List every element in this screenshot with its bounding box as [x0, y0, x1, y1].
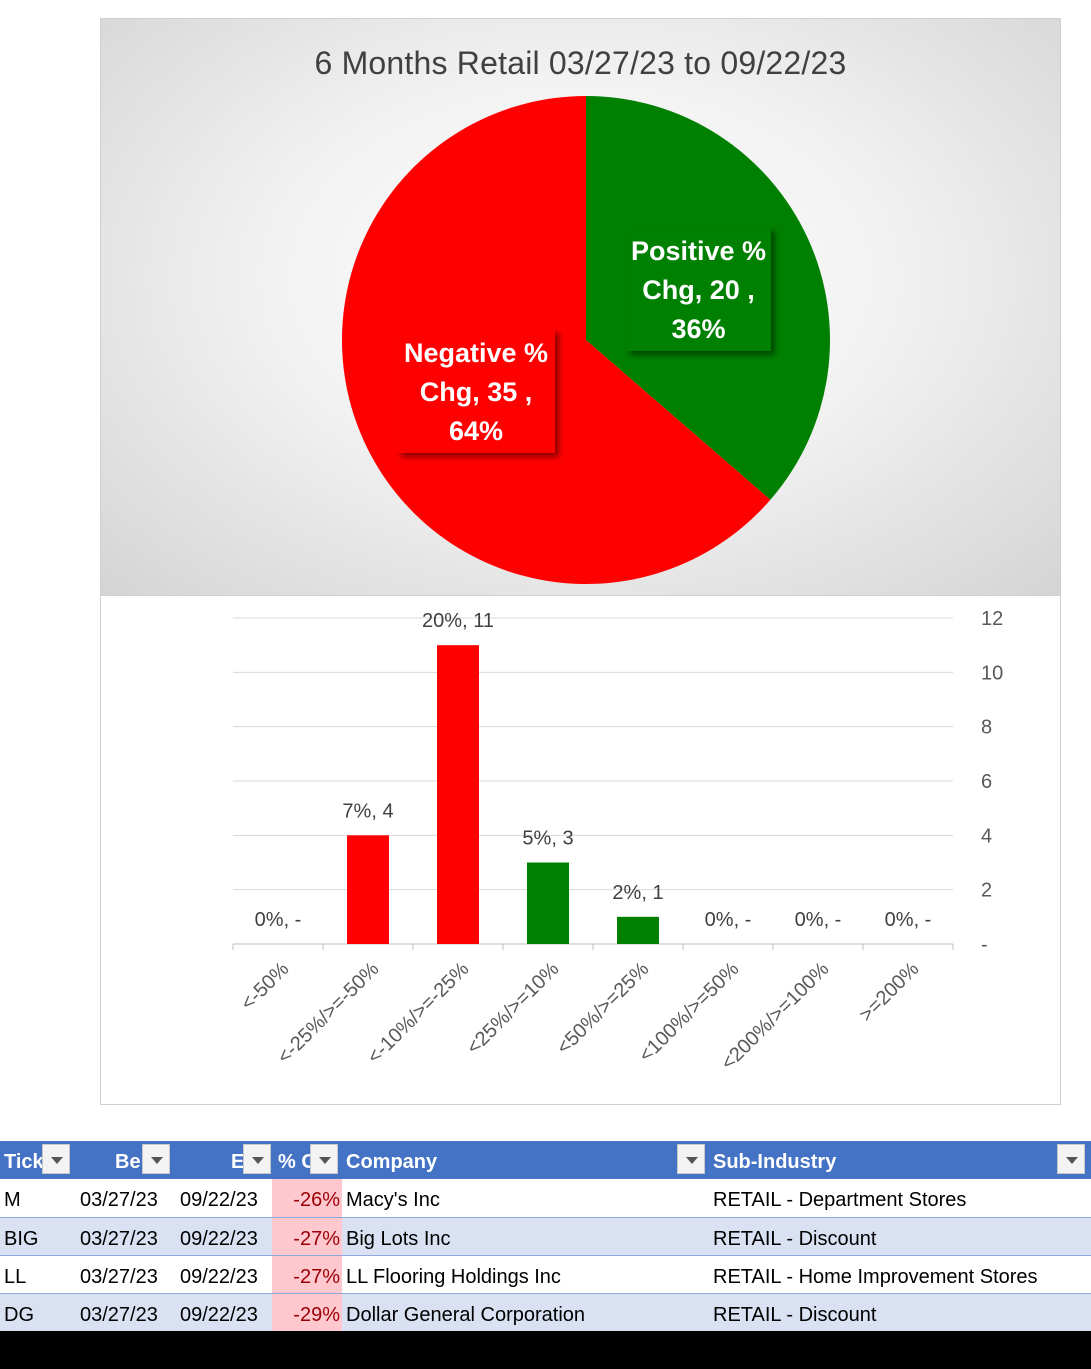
bar: [347, 835, 389, 944]
cell-sub-industry: RETAIL - Home Improvement Stores: [713, 1266, 1038, 1288]
cell-end-date: 09/22/23: [180, 1304, 258, 1326]
cell-begin-date: 03/27/23: [80, 1266, 158, 1288]
bar-data-label: 0%, -: [255, 909, 302, 931]
cell-company: LL Flooring Holdings Inc: [346, 1266, 561, 1288]
cell-sub-industry: RETAIL - Discount: [713, 1304, 877, 1326]
bar-data-label: 0%, -: [705, 909, 752, 931]
cell-end-date: 09/22/23: [180, 1189, 258, 1211]
bar-data-label: 0%, -: [885, 909, 932, 931]
cell-end-date: 09/22/23: [180, 1228, 258, 1250]
table-row: LL 03/27/23 09/22/23 -27% LL Flooring Ho…: [0, 1255, 1091, 1294]
pie-chart-panel: 6 Months Retail 03/27/23 to 09/22/23 Pos…: [100, 18, 1061, 596]
header-pct-change: % C: [278, 1151, 310, 1173]
x-category-label: <50%/>=25%: [553, 958, 654, 1059]
pie-data-label-positive: Positive % Chg, 20 , 36%: [626, 227, 771, 351]
table-header-row: Tick Be E % C Company Sub-Industry: [0, 1141, 1091, 1179]
cell-begin-date: 03/27/23: [80, 1228, 158, 1250]
table-row: M 03/27/23 09/22/23 -26% Macy's Inc RETA…: [0, 1179, 1091, 1217]
pie-chart-title: 6 Months Retail 03/27/23 to 09/22/23: [314, 45, 847, 81]
header-begin: Be: [115, 1151, 141, 1173]
y-tick-label: 4: [981, 825, 992, 847]
header-company: Company: [346, 1151, 438, 1173]
bar: [527, 862, 569, 944]
cell-end-date: 09/22/23: [180, 1266, 258, 1288]
pie-data-label-negative: Negative % Chg, 35 , 64%: [397, 329, 555, 453]
pie-label-line: Positive %: [631, 236, 766, 266]
y-tick-label: 12: [981, 608, 1003, 630]
cell-pct-change: -29%: [272, 1294, 342, 1332]
x-category-label: <25%/>=10%: [463, 958, 564, 1059]
bar-chart-panel: -2 4 6 8 10 12 0%, - <-50% 7%, 4 <-25%/>=-50% 20%,…: [100, 596, 1061, 1105]
y-tick-label: 6: [981, 771, 992, 793]
filter-dropdown-company[interactable]: [677, 1144, 705, 1174]
cell-company: Macy's Inc: [346, 1189, 440, 1211]
pie-label-line: Negative %: [404, 338, 548, 368]
pie-label-line: 36%: [671, 314, 725, 344]
cell-ticker: DG: [4, 1304, 34, 1326]
filter-dropdown-begin[interactable]: [142, 1144, 170, 1174]
bar: [617, 916, 659, 944]
pie-slice-negative: [341, 96, 771, 585]
filter-dropdown-pct-change[interactable]: [310, 1144, 338, 1174]
bar-data-label: 2%, 1: [612, 882, 663, 904]
y-tick-label: 10: [981, 662, 1003, 684]
cell-ticker: BIG: [4, 1228, 39, 1250]
bar-data-label: 7%, 4: [342, 800, 393, 822]
cell-ticker: M: [4, 1189, 21, 1211]
footer-bar: [0, 1331, 1091, 1369]
bar: [437, 645, 479, 944]
y-tick-label: 8: [981, 717, 992, 739]
cell-ticker: LL: [4, 1266, 27, 1288]
filter-dropdown-end[interactable]: [243, 1144, 271, 1174]
y-tick-label: 2: [981, 880, 992, 902]
header-sub-industry: Sub-Industry: [713, 1151, 837, 1173]
pie-label-line: Chg, 20 ,: [642, 275, 755, 305]
pie-label-box: [626, 227, 771, 351]
pie-label-box: [397, 329, 555, 453]
pie-chart: Positive % Chg, 20 , 36% Negative % Chg, 35 …: [341, 96, 830, 585]
table-row: BIG 03/27/23 09/22/23 -27% Big Lots Inc …: [0, 1217, 1091, 1256]
cell-company: Big Lots Inc: [346, 1228, 451, 1250]
x-category-label: <-50%: [237, 958, 294, 1015]
cell-pct-change: -27%: [272, 1256, 342, 1294]
cell-company: Dollar General Corporation: [346, 1304, 586, 1326]
bar-data-label: 20%, 11: [422, 610, 494, 632]
pie-label-line: Chg, 35 ,: [420, 377, 533, 407]
cell-pct-change: -27%: [272, 1218, 342, 1256]
cell-sub-industry: RETAIL - Department Stores: [713, 1189, 967, 1211]
filter-dropdown-sub-industry[interactable]: [1057, 1144, 1085, 1174]
cell-sub-industry: RETAIL - Discount: [713, 1228, 877, 1250]
bar-data-label: 5%, 3: [522, 828, 573, 850]
header-ticker: Tick: [4, 1151, 42, 1173]
filter-dropdown-ticker[interactable]: [42, 1144, 70, 1174]
y-tick-label: -: [981, 934, 988, 956]
bar-data-label: 0%, -: [795, 909, 842, 931]
cell-begin-date: 03/27/23: [80, 1189, 158, 1211]
x-category-label: >=200%: [855, 958, 923, 1026]
cell-pct-change: -26%: [272, 1179, 342, 1217]
table-row: DG 03/27/23 09/22/23 -29% Dollar General…: [0, 1293, 1091, 1332]
pie-label-line: 64%: [449, 416, 503, 446]
cell-begin-date: 03/27/23: [80, 1304, 158, 1326]
header-end: E: [231, 1151, 243, 1173]
